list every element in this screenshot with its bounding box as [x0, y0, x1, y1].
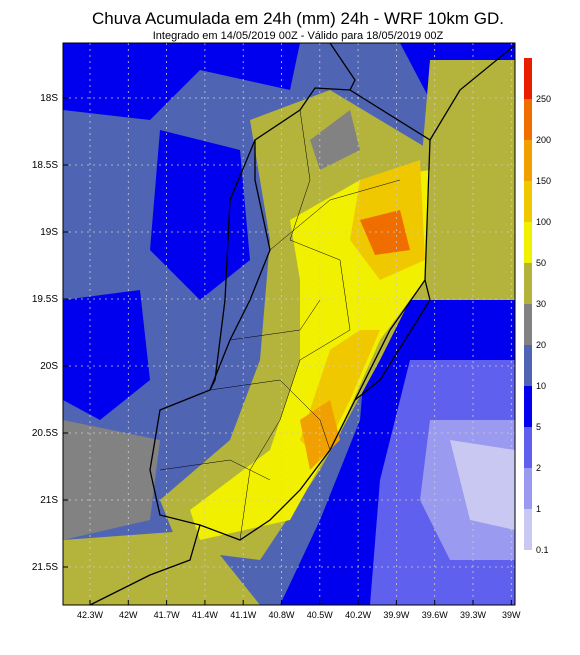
latitude-label: 18.5S [32, 160, 58, 171]
colorbar-segment [524, 427, 532, 468]
colorbar-segment [524, 181, 532, 222]
colorbar-segment [524, 345, 532, 386]
latitude-label: 20S [40, 361, 58, 372]
latitude-label: 20.5S [32, 428, 58, 439]
longitude-label: 39.6W [422, 610, 449, 620]
map-frame [62, 42, 516, 606]
colorbar: 0.1 1 2 5 10 20 30 50 100 150 200 250 [524, 58, 551, 555]
latitude-label: 21S [40, 495, 58, 506]
subtitle: Integrado em 14/05/2019 00Z - Válido par… [153, 30, 444, 42]
colorbar-segment [524, 58, 532, 99]
colorbar-segment [524, 468, 532, 509]
longitude-label: 40.5W [307, 610, 334, 620]
colorbar-label: 2 [536, 463, 541, 473]
latitude-label: 18S [40, 93, 58, 104]
colorbar-segment [524, 263, 532, 304]
colorbar-segment [524, 222, 532, 263]
longitude-label: 40.2W [345, 610, 372, 620]
colorbar-label: 10 [536, 381, 546, 391]
longitude-label: 42.3W [77, 610, 104, 620]
colorbar-label: 100 [536, 217, 551, 227]
longitude-label: 39W [502, 610, 521, 620]
colorbar-segment [524, 140, 532, 181]
colorbar-segment [524, 304, 532, 345]
colorbar-label: 5 [536, 422, 541, 432]
latitude-labels: 18S 18.5S 19S 19.5S 20S 20.5S 21S 21.5S [32, 93, 58, 573]
longitude-label: 39.3W [460, 610, 487, 620]
latitude-label: 19S [40, 227, 58, 238]
colorbar-label: 1 [536, 504, 541, 514]
title: Chuva Acumulada em 24h (mm) 24h - WRF 10… [92, 9, 504, 28]
colorbar-label: 250 [536, 94, 551, 104]
colorbar-label: 200 [536, 135, 551, 145]
longitude-label: 41.1W [230, 610, 257, 620]
colorbar-label: 20 [536, 340, 546, 350]
colorbar-segment [524, 99, 532, 140]
colorbar-label: 50 [536, 258, 546, 268]
graticule [63, 43, 515, 605]
latitude-label: 21.5S [32, 562, 58, 573]
longitude-label: 40.8W [268, 610, 295, 620]
colorbar-segment [524, 386, 532, 427]
longitude-labels: 42.3W 42W 41.7W 41.4W 41.1W 40.8W 40.5W 40.2W 39… [77, 610, 521, 620]
colorbar-label: 0.1 [536, 545, 549, 555]
latitude-label: 19.5S [32, 294, 58, 305]
longitude-label: 39.9W [383, 610, 410, 620]
colorbar-label: 150 [536, 176, 551, 186]
rain-field [63, 43, 515, 605]
colorbar-segment [524, 509, 532, 550]
longitude-label: 41.4W [192, 610, 219, 620]
colorbar-label: 30 [536, 299, 546, 309]
longitude-label: 42W [119, 610, 138, 620]
boundaries [89, 42, 516, 606]
longitude-label: 41.7W [154, 610, 181, 620]
